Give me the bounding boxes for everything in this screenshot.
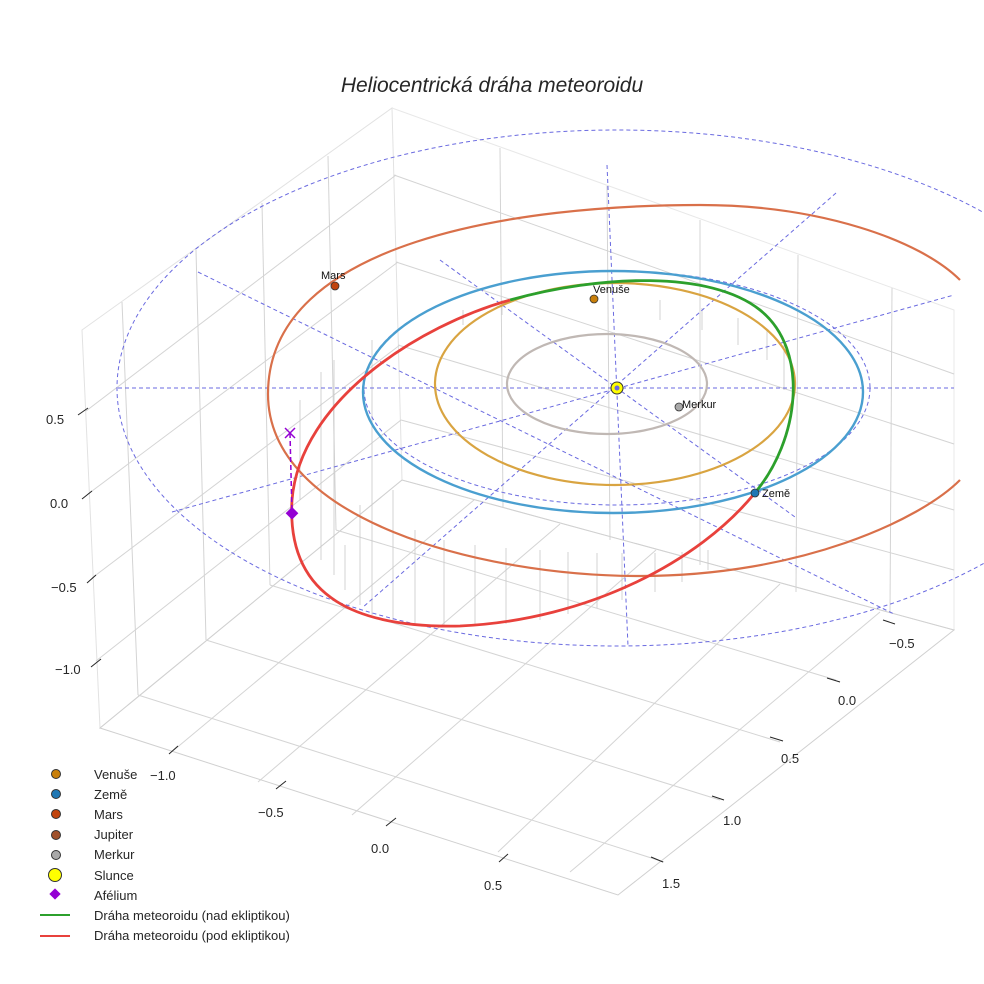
z-tick-label: 0.0 [50, 496, 69, 511]
x-tick-label: −0.5 [258, 805, 284, 820]
meteoroid-path-above [509, 279, 795, 495]
legend-item-venuse: Venuše [36, 764, 290, 784]
ecliptic-reference [116, 129, 984, 647]
projection-stems [299, 300, 785, 626]
earth-label: Země [762, 488, 791, 500]
mars-legend-icon [51, 809, 61, 820]
sun-legend-icon [48, 868, 62, 883]
earth-orbit [361, 269, 865, 515]
z-tick-label: −1.0 [55, 662, 81, 677]
x-tick-label: −1.0 [150, 768, 176, 783]
mars-orbit-upper [266, 203, 961, 395]
legend-item-merkur: Merkur [36, 845, 290, 865]
chart-title: Heliocentrická dráha meteoroidu [340, 74, 644, 97]
jupiter-legend-icon [51, 829, 61, 840]
earth-legend-icon [51, 789, 61, 800]
legend-item-slunce: Slunce [36, 865, 290, 885]
legend-item-path-above: Dráha meteoroidu (nad ekliptikou) [36, 905, 290, 925]
legend: Venuše Země Mars Jupiter Merkur Slunce A… [36, 764, 290, 946]
y-tick-label: 1.5 [662, 876, 681, 891]
y-tick-label: 0.5 [781, 751, 800, 766]
mars-orbit-lower [266, 393, 961, 578]
legend-item-path-below: Dráha meteoroidu (pod ekliptikou) [36, 926, 290, 946]
y-tick-label: −0.5 [889, 636, 915, 651]
z-tick-label: −0.5 [51, 580, 77, 595]
legend-item-afelium: Afélium [36, 885, 290, 905]
mercury-legend-icon [51, 849, 61, 860]
meteoroid-path-below [290, 298, 756, 628]
venus-marker-icon [589, 294, 599, 304]
mercury-label: Merkur [682, 399, 717, 411]
aphelion-legend-icon [49, 888, 61, 900]
mercury-marker-icon [674, 402, 684, 412]
venus-label: Venuše [593, 284, 630, 296]
y-tick-label: 1.0 [723, 813, 742, 828]
earth-orbit-dashed [363, 270, 871, 506]
legend-item-jupiter: Jupiter [36, 825, 290, 845]
earth-marker-icon [750, 488, 760, 498]
z-tick-label: 0.5 [46, 412, 65, 427]
venus-orbit [433, 281, 797, 487]
x-tick-label: 0.0 [371, 841, 390, 856]
axis-ticks [77, 407, 896, 863]
mercury-orbit [505, 332, 709, 436]
sun-marker-icon [610, 381, 624, 395]
aphelion-diamond-icon [285, 506, 299, 520]
mars-label: Mars [321, 270, 346, 282]
x-tick-label: 0.5 [484, 878, 503, 893]
venus-legend-icon [51, 769, 61, 780]
aphelion-projection-x-icon [284, 427, 296, 439]
path-above-legend-icon [40, 914, 70, 917]
path-below-legend-icon [40, 934, 70, 937]
aphelion-projection-line [289, 432, 293, 515]
legend-item-mars: Mars [36, 804, 290, 824]
mars-marker-icon [330, 281, 340, 291]
y-tick-label: 0.0 [838, 693, 857, 708]
legend-item-zeme: Země [36, 784, 290, 804]
